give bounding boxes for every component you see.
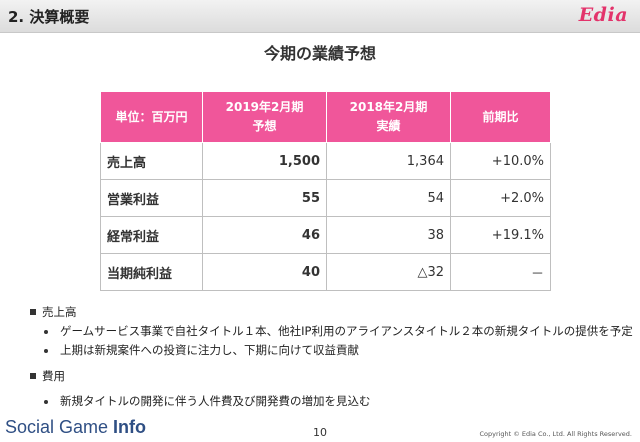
row-label: 売上高 [100,142,203,180]
table-row: 経常利益 46 38 +19.1% [100,216,551,254]
header-yoy: 前期比 [450,91,551,143]
page-number: 10 [313,426,327,439]
table-row: 売上高 1,500 1,364 +10.0% [100,142,551,180]
header-bar: 2. 決算概要 Edia [0,0,640,33]
forecast-value: 40 [202,253,327,291]
edia-logo: Edia [578,4,628,26]
yoy-value: － [450,253,551,291]
header-actual: 2018年2月期 実績 [326,91,451,143]
section-title: 2. 決算概要 [8,8,90,26]
earnings-forecast-table: 単位：百万円 2019年2月期 予想 2018年2月期 実績 前期比 売上高 1… [100,91,551,291]
notes-heading-costs: 費用 [30,366,635,386]
yoy-value: +19.1% [450,216,551,254]
header-actual-period: 2018年2月期 [349,100,428,114]
actual-value: 38 [326,216,451,254]
yoy-value: +10.0% [450,142,551,180]
list-item: 上期は新規案件への投資に注力し、下期に向けて収益貢献 [30,341,635,360]
actual-value: 54 [326,179,451,217]
actual-value: △32 [326,253,451,291]
forecast-value: 55 [202,179,327,217]
copyright-notice: Copyright © Edia Co., Ltd. All Rights Re… [479,430,632,438]
brand-text-regular: Social Game [5,417,114,437]
forecast-value: 46 [202,216,327,254]
header-unit-label: 単位：百万円 [115,109,188,124]
row-label: 営業利益 [100,179,203,217]
header-actual-label: 実績 [376,119,401,133]
list-item: ゲームサービス事業で自社タイトル１本、他社IP利用のアライアンスタイトル２本の新… [30,322,635,341]
table-row: 営業利益 55 54 +2.0% [100,179,551,217]
row-label: 当期純利益 [100,253,203,291]
brand-text-bold: Info [113,417,147,437]
header-forecast: 2019年2月期 予想 [202,91,327,143]
notes-heading-sales: 売上高 [30,302,635,322]
social-game-info-logo: Social Game Info [5,417,146,438]
forecast-value: 1,500 [202,142,327,180]
notes-list: 売上高 ゲームサービス事業で自社タイトル１本、他社IP利用のアライアンスタイトル… [30,302,635,411]
table-header-row: 単位：百万円 2019年2月期 予想 2018年2月期 実績 前期比 [100,91,551,143]
header-unit: 単位：百万円 [100,91,203,143]
row-label: 経常利益 [100,216,203,254]
yoy-value: +2.0% [450,179,551,217]
table-row: 当期純利益 40 △32 － [100,253,551,291]
list-item: 新規タイトルの開発に伴う人件費及び開発費の増加を見込む [30,392,635,411]
slide-title: 今期の業績予想 [263,44,376,63]
actual-value: 1,364 [326,142,451,180]
header-yoy-label: 前期比 [482,109,519,124]
header-forecast-period: 2019年2月期 [225,100,304,114]
header-forecast-label: 予想 [252,119,277,133]
